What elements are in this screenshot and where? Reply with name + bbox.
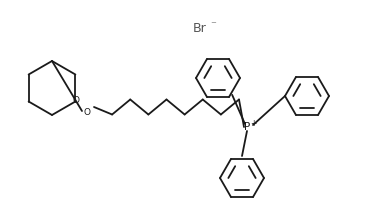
Text: P: P: [244, 122, 250, 132]
Text: Br: Br: [193, 21, 207, 34]
Text: +: +: [250, 119, 256, 128]
Text: O: O: [73, 96, 80, 105]
Text: O: O: [84, 107, 91, 116]
Text: ⁻: ⁻: [210, 20, 216, 30]
